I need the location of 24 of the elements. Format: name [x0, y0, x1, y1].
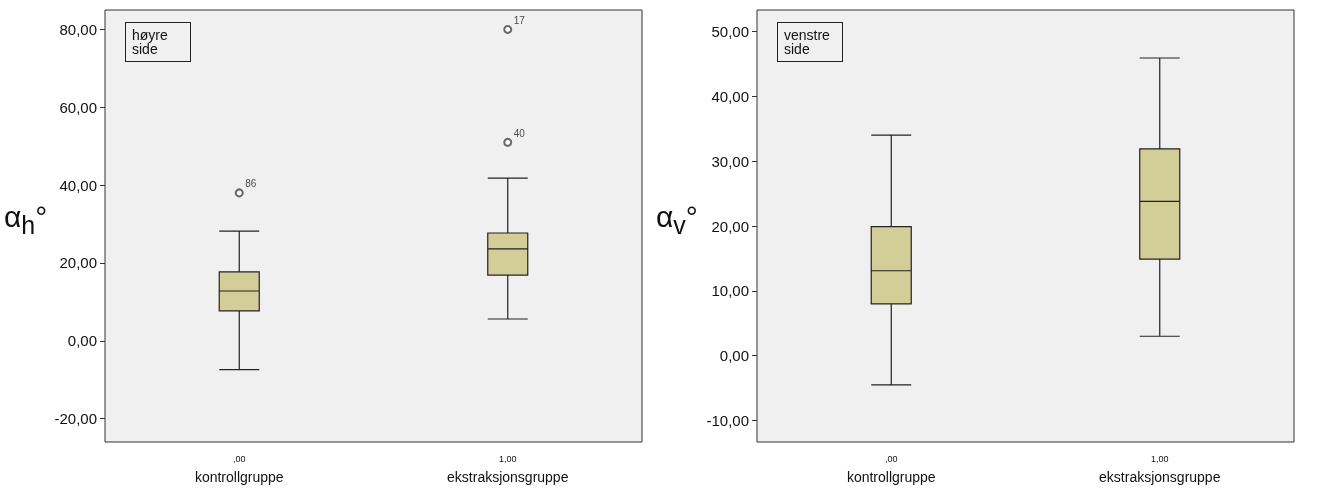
x-tick-label: 1,00 ekstraksjonsgruppe — [1099, 454, 1221, 485]
annotation: høyre side — [132, 27, 172, 57]
y-tick-label: 60,00 — [59, 98, 97, 116]
y-tick-label: 40,00 — [59, 176, 97, 194]
y-tick-label: 50,00 — [711, 22, 749, 40]
y-tick-label: 40,00 — [711, 87, 749, 105]
y-tick-label: 20,00 — [711, 217, 749, 235]
annotation: 17 — [513, 14, 526, 26]
annotation: venstre side — [784, 27, 834, 57]
y-tick-label: -10,00 — [706, 412, 749, 430]
x-tick-label: 1,00 ekstraksjonsgruppe — [447, 454, 569, 485]
y-tick-label: 30,00 — [711, 152, 749, 170]
y-tick-label: 0,00 — [67, 332, 97, 350]
y-tick-label: 10,00 — [711, 282, 749, 300]
annotation: 40 — [513, 127, 526, 139]
x-tick-label: ,00 kontrollgruppe — [194, 454, 284, 485]
y-axis-title: α$_{h}$° — [4, 200, 48, 240]
y-tick-label: -20,00 — [54, 410, 97, 428]
y-tick-label: 0,00 — [719, 347, 749, 365]
y-tick-label: 80,00 — [59, 20, 97, 38]
y-axis-title: α$_{v}$° — [656, 200, 698, 240]
x-tick-label: ,00 kontrollgruppe — [846, 454, 936, 485]
y-tick-label: 20,00 — [59, 254, 97, 272]
annotation: 86 — [245, 178, 257, 190]
